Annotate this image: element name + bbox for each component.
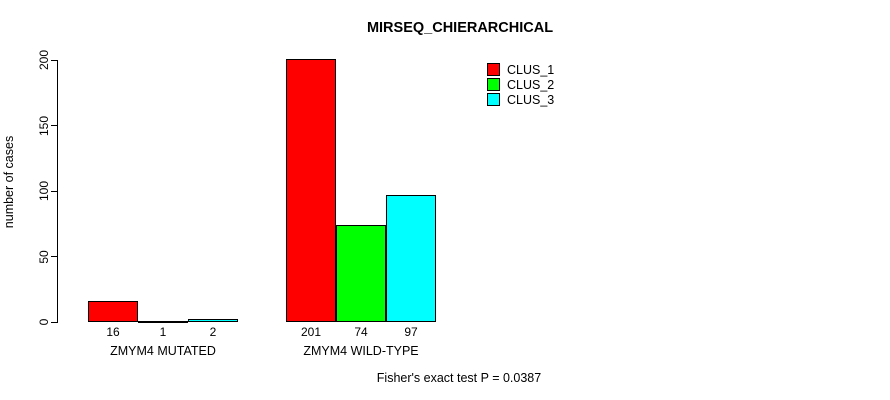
bar-value-label: 97 [404, 325, 418, 339]
bar-value-label: 1 [159, 325, 167, 339]
legend-row-clus_1: CLUS_1 [487, 62, 554, 77]
y-axis-line [57, 60, 58, 323]
y-tick-label: 150 [37, 115, 51, 136]
y-tick-mark [51, 59, 57, 61]
legend-label: CLUS_3 [507, 92, 555, 107]
y-axis-label: number of cases [2, 135, 16, 229]
legend-row-clus_2: CLUS_2 [487, 77, 554, 92]
y-tick-mark [51, 125, 57, 126]
y-tick-mark [51, 321, 57, 323]
legend-label: CLUS_1 [507, 62, 555, 77]
bar-value-label: 201 [300, 325, 322, 339]
bar-value-label: 16 [106, 325, 120, 339]
group-label-2: ZMYM4 WILD-TYPE [303, 344, 419, 358]
legend-row-clus_3: CLUS_3 [487, 92, 554, 107]
y-tick-mark [51, 190, 57, 192]
legend: CLUS_1 CLUS_2 CLUS_3 [487, 62, 554, 107]
y-tick-label: 50 [37, 249, 51, 264]
bar-clus_2-group1 [138, 320, 188, 323]
footnote: Fisher's exact test P = 0.0387 [376, 371, 542, 385]
bar-clus_1-group1 [88, 301, 138, 322]
bar-value-label: 74 [354, 325, 368, 339]
bar-value-label: 2 [209, 325, 217, 339]
legend-label: CLUS_2 [507, 77, 555, 92]
legend-swatch-icon [487, 93, 500, 106]
bar-clus_3-group2 [386, 194, 436, 322]
legend-swatch-icon [487, 63, 500, 76]
bar-clus_1-group2 [286, 58, 336, 322]
group-label-1: ZMYM4 MUTATED [110, 344, 216, 358]
y-tick-label: 200 [37, 49, 51, 71]
legend-swatch-icon [487, 78, 500, 91]
y-tick-mark [51, 256, 57, 257]
bar-clus_3-group1 [188, 319, 238, 322]
y-tick-label: 0 [37, 318, 51, 326]
bar-clus_2-group2 [336, 225, 386, 322]
chart-title: MIRSEQ_CHIERARCHICAL [366, 20, 554, 36]
y-tick-label: 100 [37, 180, 51, 202]
